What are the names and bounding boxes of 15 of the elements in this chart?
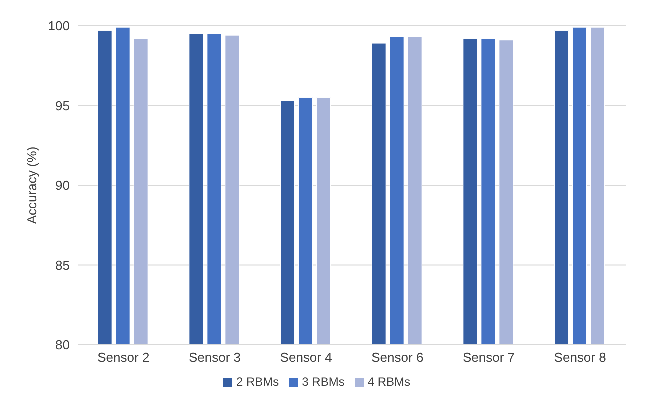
x-tick-label: Sensor 8: [554, 350, 606, 366]
y-tick-label: 100: [48, 18, 70, 34]
y-tick-label: 85: [56, 258, 70, 273]
y-tick-label: 95: [56, 98, 70, 114]
legend-label: 4 RBMs: [368, 375, 411, 389]
y-tick-label: 80: [56, 338, 70, 353]
legend-label: 2 RBMs: [236, 375, 280, 389]
legend-label: 3 RBMs: [302, 375, 345, 389]
x-tick-label: Sensor 4: [280, 350, 332, 366]
y-tick-label: 90: [56, 178, 70, 194]
x-tick-label: Sensor 7: [462, 350, 516, 366]
x-tick-label: Sensor 3: [188, 350, 242, 366]
x-tick-label: Sensor 2: [98, 350, 150, 366]
y-axis-title: Accuracy (%): [24, 146, 40, 224]
x-tick-label: Sensor 6: [372, 350, 424, 366]
